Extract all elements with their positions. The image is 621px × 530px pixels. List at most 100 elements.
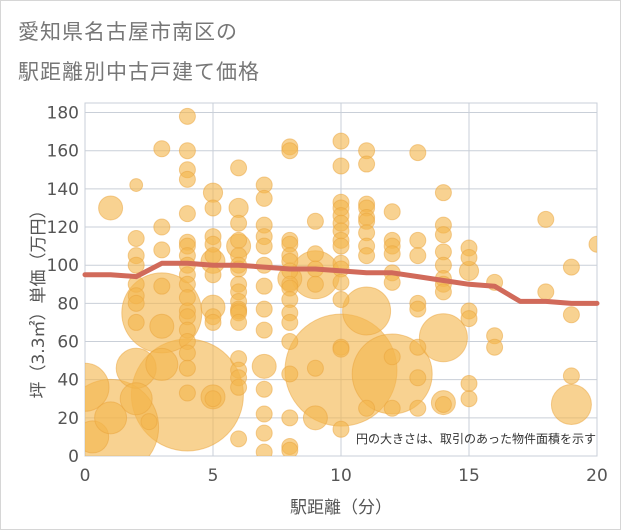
bubble-point: [178, 205, 196, 223]
bubble-point: [178, 107, 196, 125]
y-tick-label: 100: [47, 256, 79, 276]
bubble-point: [409, 300, 427, 318]
bubble-point: [153, 277, 171, 295]
bubble-point: [255, 380, 273, 398]
bubble-point: [358, 247, 376, 265]
chart-title-line-1: 愛知県名古屋市南区の: [18, 20, 238, 44]
y-tick-label: 40: [57, 371, 79, 391]
y-tick-label: 0: [68, 447, 79, 467]
y-axis-label: 坪（3.3㎡）単価（万円）: [29, 201, 49, 398]
bubble-point: [332, 340, 350, 358]
bubble-point: [383, 348, 401, 366]
bubble-point: [409, 144, 427, 162]
bubble-point: [204, 266, 222, 284]
bubble-series: [85, 107, 597, 456]
bubble-point: [486, 338, 504, 356]
bubble-point: [255, 443, 273, 456]
bubble-point: [434, 184, 452, 202]
size-note-annotation: 円の大きさは、取引のあった物件面積を示す: [356, 431, 596, 446]
bubble-point: [409, 369, 427, 387]
bubble-point: [383, 203, 401, 221]
bubble-point: [230, 313, 248, 331]
bubble-point: [94, 401, 128, 435]
bubble-point: [255, 405, 273, 423]
bubble-point: [149, 313, 175, 339]
y-tick-label: 60: [57, 333, 79, 353]
bubble-point: [460, 249, 478, 267]
bubble-point: [383, 273, 401, 291]
bubble-point: [127, 294, 145, 312]
bubble-point: [281, 365, 299, 383]
x-tick-label: 15: [458, 466, 480, 486]
x-tick-label: 0: [80, 466, 91, 486]
bubble-point: [255, 300, 273, 318]
bubble-point: [460, 310, 478, 328]
bubble-point: [255, 237, 273, 255]
tick-labels: 0 20 40 60 80 100 120 140 160 180 0 5 10 15 20: [47, 104, 608, 486]
bubble-point: [281, 441, 299, 456]
bubble-point: [332, 273, 350, 291]
bubble-point: [178, 344, 196, 362]
bubble-point: [127, 313, 145, 331]
bubble-point: [434, 395, 452, 413]
bubble-point: [562, 258, 580, 276]
bubble-point: [281, 313, 299, 331]
bubble-point: [460, 390, 478, 408]
bubble-point: [537, 210, 555, 228]
bubble-point: [306, 245, 324, 263]
bubble-group: [85, 107, 597, 456]
y-tick-label: 140: [47, 180, 79, 200]
bubble-point: [332, 132, 350, 150]
bubble-point: [409, 231, 427, 249]
bubble-point: [332, 291, 350, 309]
y-tick-label: 80: [57, 294, 79, 314]
bubble-point: [230, 231, 248, 249]
bubble-point: [383, 245, 401, 263]
bubble-point: [358, 155, 376, 173]
bubble-point: [550, 383, 592, 425]
bubble-point: [302, 405, 328, 431]
bubble-point: [332, 157, 350, 175]
y-tick-label: 180: [47, 104, 79, 124]
bubble-point: [409, 247, 427, 265]
bubble-point: [332, 420, 350, 438]
bubble-point: [332, 237, 350, 255]
bubble-point: [204, 247, 222, 265]
x-tick-label: 10: [330, 466, 352, 486]
bubble-point: [230, 430, 248, 448]
bubble-point: [537, 283, 555, 301]
y-tick-label: 160: [47, 142, 79, 162]
bubble-point: [178, 142, 196, 160]
bubble-point: [140, 413, 158, 431]
bubble-point: [358, 399, 376, 417]
bubble-point: [129, 178, 144, 192]
bubble-point: [204, 390, 222, 408]
x-tick-label: 20: [586, 466, 608, 486]
bubble-point: [409, 399, 427, 417]
bubble-point: [588, 235, 597, 253]
bubble-point: [460, 374, 478, 392]
bubble-point: [204, 313, 222, 331]
x-axis-label: 駅距離（分）: [290, 498, 392, 518]
bubble-point: [383, 399, 401, 417]
average-line-series: [82, 260, 600, 306]
bubble-point: [342, 286, 392, 336]
bubble-point: [230, 159, 248, 177]
bubble-point: [255, 424, 273, 442]
bubble-point: [178, 170, 196, 188]
bubble-point: [153, 218, 171, 236]
bubble-point: [281, 409, 299, 427]
bubble-point: [153, 140, 171, 158]
bubble-point: [562, 367, 580, 385]
bubble-point: [255, 277, 273, 295]
bubble-point: [281, 333, 299, 351]
x-tick-label: 5: [208, 466, 219, 486]
bubble-point: [119, 382, 153, 416]
bubble-point: [178, 359, 196, 377]
bubble-point: [85, 362, 110, 412]
bubble-point: [409, 338, 427, 356]
y-tick-label: 120: [47, 218, 79, 238]
bubble-point: [562, 306, 580, 324]
average-line: [82, 260, 600, 306]
